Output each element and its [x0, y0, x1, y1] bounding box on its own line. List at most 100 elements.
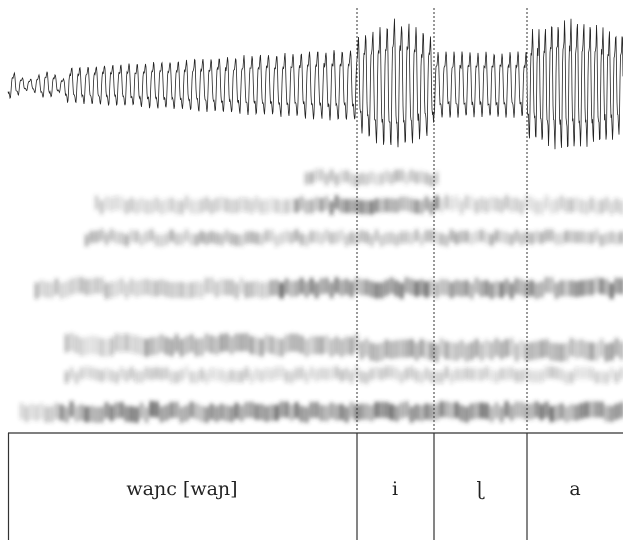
spectral-energy	[530, 342, 533, 360]
spectral-energy	[250, 231, 253, 243]
spectral-energy	[565, 280, 568, 296]
spectral-energy	[160, 334, 163, 352]
spectral-energy	[425, 196, 428, 210]
spectral-energy	[360, 173, 363, 185]
spectral-energy	[335, 174, 338, 186]
spectral-energy	[245, 282, 248, 298]
spectral-energy	[505, 195, 508, 209]
spectral-energy	[205, 233, 208, 245]
spectral-energy	[340, 339, 343, 357]
spectral-energy	[510, 405, 513, 421]
spectral-energy	[320, 405, 323, 421]
spectral-energy	[505, 368, 508, 380]
spectral-energy	[465, 195, 468, 209]
spectral-energy	[495, 281, 498, 297]
spectral-energy	[460, 405, 463, 421]
spectral-energy	[490, 234, 493, 246]
spectral-energy	[450, 282, 453, 298]
spectral-energy	[585, 342, 588, 360]
spectral-energy	[125, 200, 128, 214]
spectral-energy	[340, 370, 343, 382]
spectral-energy	[250, 336, 253, 354]
spectral-energy	[320, 278, 323, 294]
spectral-energy	[290, 199, 293, 213]
spectral-energy	[195, 234, 198, 246]
spectral-energy	[610, 343, 613, 361]
spectral-energy	[315, 197, 318, 211]
spectral-energy	[575, 197, 578, 211]
spectral-energy	[450, 230, 453, 242]
spectral-energy	[235, 333, 238, 351]
spectral-energy	[155, 234, 158, 246]
spectral-energy	[490, 406, 493, 422]
spectral-energy	[215, 198, 218, 212]
spectral-energy	[270, 336, 273, 354]
spectral-energy	[360, 404, 363, 420]
spectral-energy	[305, 371, 308, 383]
spectral-energy	[220, 279, 223, 295]
spectral-energy	[600, 278, 603, 294]
spectral-energy	[65, 371, 68, 383]
spectral-energy	[170, 338, 173, 356]
spectral-energy	[280, 366, 283, 378]
spectral-energy	[125, 370, 128, 382]
spectral-energy	[365, 173, 368, 185]
spectral-energy	[495, 338, 498, 356]
spectral-energy	[75, 277, 78, 293]
spectral-energy	[210, 368, 213, 380]
spectral-energy	[490, 283, 493, 299]
spectral-energy	[70, 333, 73, 351]
spectral-energy	[580, 403, 583, 419]
spectral-energy	[290, 405, 293, 421]
spectral-energy	[405, 197, 408, 211]
spectral-energy	[480, 197, 483, 211]
spectral-energy	[410, 279, 413, 295]
spectral-energy	[75, 406, 78, 422]
spectral-energy	[380, 368, 383, 380]
spectral-energy	[175, 334, 178, 352]
spectral-energy	[520, 370, 523, 382]
spectral-energy	[395, 199, 398, 213]
spectral-energy	[295, 368, 298, 380]
spectral-energy	[135, 336, 138, 354]
segment-label: ɭ	[477, 478, 486, 500]
spectral-energy	[300, 406, 303, 422]
spectral-energy	[300, 196, 303, 210]
spectral-energy	[100, 200, 103, 214]
spectral-energy	[205, 407, 208, 423]
spectral-energy	[280, 200, 283, 214]
spectral-energy	[260, 200, 263, 214]
spectral-energy	[155, 281, 158, 297]
spectral-energy	[575, 281, 578, 297]
spectral-energy	[120, 232, 123, 244]
spectral-energy	[440, 279, 443, 295]
spectral-energy	[400, 170, 403, 182]
spectral-energy	[315, 231, 318, 243]
spectral-energy	[170, 282, 173, 298]
spectral-energy	[545, 367, 548, 379]
spectral-energy	[65, 281, 68, 297]
spectral-energy	[420, 371, 423, 383]
spectral-energy	[235, 283, 238, 299]
spectral-energy	[450, 403, 453, 419]
spectral-energy	[490, 369, 493, 381]
spectral-energy	[265, 368, 268, 380]
spectral-energy	[465, 368, 468, 380]
spectral-energy	[100, 370, 103, 382]
spectral-energy	[555, 283, 558, 299]
spectral-energy	[565, 343, 568, 361]
spectral-energy	[245, 198, 248, 212]
spectral-energy	[105, 233, 108, 245]
spectral-energy	[190, 282, 193, 298]
spectral-energy	[135, 281, 138, 297]
spectral-energy	[100, 407, 103, 423]
spectral-energy	[405, 277, 408, 293]
spectral-energy	[330, 169, 333, 181]
spectral-energy	[345, 407, 348, 423]
spectral-energy	[215, 232, 218, 244]
spectral-energy	[425, 173, 428, 185]
spectral-energy	[260, 233, 263, 245]
spectral-energy	[320, 336, 323, 354]
spectral-energy	[405, 231, 408, 243]
spectral-energy	[195, 371, 198, 383]
